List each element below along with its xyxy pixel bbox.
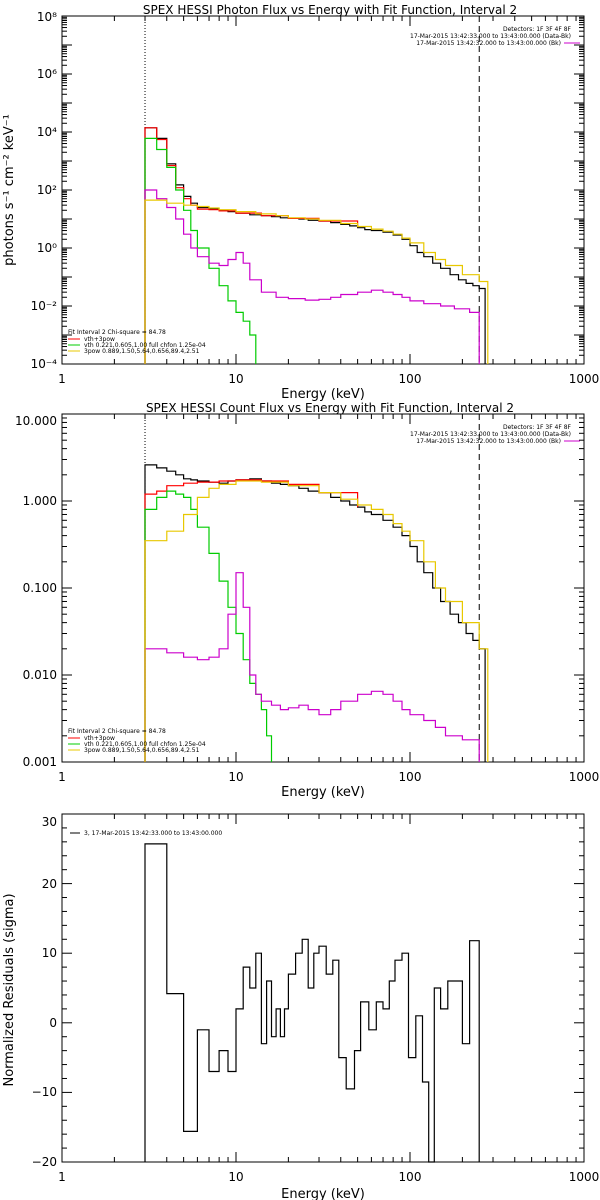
panel3-ytick-label: 10 xyxy=(42,946,57,960)
panel3-ytick-label: −10 xyxy=(32,1085,57,1099)
panel2-ytick-label: 0.010 xyxy=(23,668,57,682)
panel2-frame xyxy=(61,413,585,763)
panel2-fit-summary: Fit Interval 2 Chi-square = 84.78 xyxy=(68,728,166,735)
panel2-series-line-2 xyxy=(144,490,273,762)
panel2-x-axis-label: Energy (keV) xyxy=(281,785,365,800)
panel2-ytick-label: 1.000 xyxy=(23,494,57,508)
panel1-series-line-0 xyxy=(144,127,486,364)
panel2-legend-detectors: Detectors: 1F 3F 4F 8F xyxy=(503,424,572,431)
panel1-series-line-1 xyxy=(144,127,359,364)
panel1-xtick-label: 1 xyxy=(58,372,66,386)
panel1-xtick-label: 1000 xyxy=(569,372,600,386)
panel1-ytick-label: 10² xyxy=(37,183,57,197)
panel2-series-line-0 xyxy=(144,464,486,762)
panel-residuals: 1 10 100 1000 −20 −10 0 10 20 30 Energy … xyxy=(2,813,600,1200)
panel3-ytick-label: 30 xyxy=(42,815,57,829)
panel3-ytick-label: 20 xyxy=(42,877,57,891)
panel2-xtick-label: 1000 xyxy=(569,770,600,784)
panel1-ytick-label: 10⁻⁴ xyxy=(31,357,58,371)
panel3-ytick-label: 0 xyxy=(49,1016,57,1030)
panel2-xtick-label: 100 xyxy=(399,770,422,784)
panel2-xtick-label: 10 xyxy=(228,770,243,784)
panel1-xtick-label: 10 xyxy=(228,372,243,386)
panel3-xtick-label: 10 xyxy=(228,1170,243,1184)
panel3-series-line-0 xyxy=(144,843,480,1163)
panel-count-flux: SPEX HESSI Count Flux vs Energy with Fit… xyxy=(15,401,599,800)
panel-photon-flux: SPEX HESSI Photon Flux vs Energy with Fi… xyxy=(2,3,599,402)
panel3-xtick-label: 100 xyxy=(399,1170,422,1184)
panel1-legend-vth: vth 0.221,0.605,1.00 full chfon 1.25e-04 xyxy=(84,342,206,349)
panel3-xtick-label: 1000 xyxy=(569,1170,600,1184)
panel1-title: SPEX HESSI Photon Flux vs Energy with Fi… xyxy=(143,3,517,17)
panel2-tick-marks xyxy=(61,414,584,763)
panel2-ytick-label: 10.000 xyxy=(15,414,57,428)
panel2-ytick-label: 0.100 xyxy=(23,581,57,595)
panel2-ytick-label: 0.001 xyxy=(23,755,57,769)
panel1-legend-vth3pow: vth+3pow xyxy=(84,336,115,343)
panel1-fit-summary: Fit Interval 2 Chi-square = 84.78 xyxy=(68,329,166,336)
panel3-tick-marks xyxy=(61,813,584,1163)
panel2-xtick-label: 1 xyxy=(58,770,66,784)
panel1-ytick-label: 10⁶ xyxy=(37,67,57,81)
panel1-frame xyxy=(61,15,585,365)
panel2-series-line-1 xyxy=(144,479,359,762)
panel3-legend-label: 3, 17-Mar-2015 13:42:33.000 to 13:43:00.… xyxy=(84,830,222,837)
panel3-series xyxy=(144,843,480,1163)
panel1-legend-3pow: 3pow 0.889,1.50,5.64,0.656,89.4,2.51 xyxy=(84,348,200,355)
panel1-xtick-label: 100 xyxy=(399,372,422,386)
panel1-legend-bk-interval: 17-Mar-2015 13:42:32.000 to 13:43:00.000… xyxy=(416,40,561,47)
panel1-x-axis-label: Energy (keV) xyxy=(281,387,365,402)
panel2-title: SPEX HESSI Count Flux vs Energy with Fit… xyxy=(146,401,514,415)
panel2-series xyxy=(144,464,489,762)
panel1-interval-markers xyxy=(144,16,480,364)
panel2-legend-data-interval: 17-Mar-2015 13:42:33.000 to 13:43:00.000… xyxy=(410,431,571,438)
panel1-legend-data-interval: 17-Mar-2015 13:42:33.000 to 13:43:00.000… xyxy=(410,33,571,40)
panel1-ytick-label: 10⁰ xyxy=(37,241,57,255)
panel1-series xyxy=(144,127,489,364)
panel1-y-axis-label: photons s⁻¹ cm⁻² keV⁻¹ xyxy=(2,114,17,266)
panel3-x-axis-label: Energy (keV) xyxy=(281,1187,365,1200)
panel3-ytick-label: −20 xyxy=(32,1155,57,1169)
panel2-legend-bk-interval: 17-Mar-2015 13:42:32.000 to 13:43:00.000… xyxy=(416,438,561,445)
panel3-frame xyxy=(61,813,585,1163)
panel1-legend-detectors: Detectors: 1F 3F 4F 8F xyxy=(503,26,572,33)
panel1-series-line-2 xyxy=(144,137,257,364)
panel3-xtick-label: 1 xyxy=(58,1170,66,1184)
panel1-tick-marks xyxy=(61,16,584,365)
panel2-series-line-4 xyxy=(144,480,489,762)
panel3-y-axis-label: Normalized Residuals (sigma) xyxy=(2,893,17,1086)
panel2-legend-vth3pow: vth+3pow xyxy=(84,735,115,742)
panel2-legend-3pow: 3pow 0.889,1.50,5.64,0.656,89.4,2.51 xyxy=(84,747,200,754)
panel1-ytick-label: 10⁴ xyxy=(37,125,57,139)
panel1-series-line-3 xyxy=(144,189,480,364)
panel1-ytick-label: 10⁻² xyxy=(31,299,58,313)
panel2-series-line-3 xyxy=(144,572,480,762)
panel1-ytick-label: 10⁸ xyxy=(37,10,57,24)
panel1-series-line-4 xyxy=(144,199,489,364)
panel2-legend-vth: vth 0.221,0.605,1.00 full chfon 1.25e-04 xyxy=(84,741,206,748)
